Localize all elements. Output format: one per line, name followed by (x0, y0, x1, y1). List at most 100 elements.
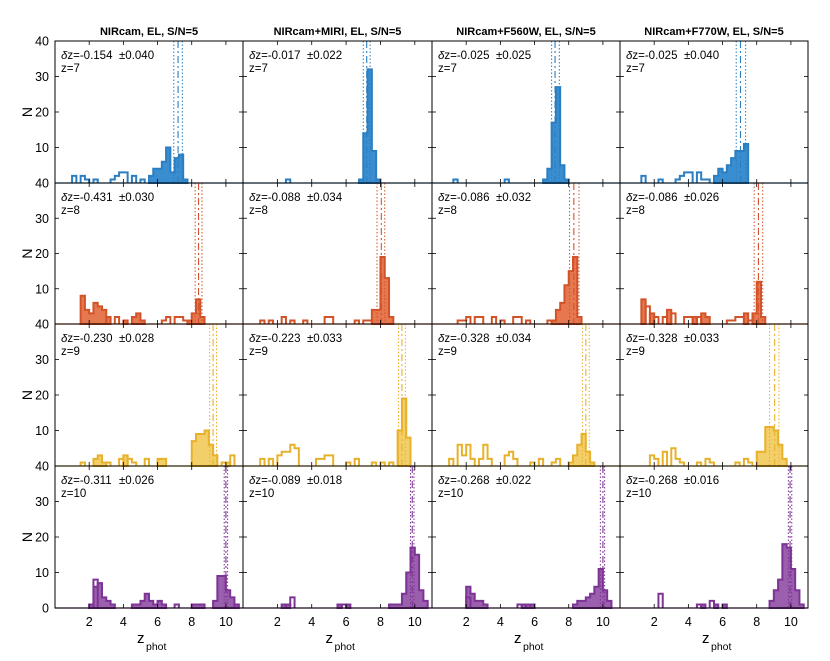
error-label: ±0.034 (307, 192, 343, 204)
x-tick-label: 8 (753, 615, 760, 629)
error-label: ±0.022 (496, 475, 531, 487)
x-tick-label: 4 (308, 615, 315, 629)
delta-z-label: δz=-0.311 (61, 475, 112, 487)
histogram-open (648, 447, 754, 466)
histogram-filled (567, 433, 596, 467)
delta-z-label: δz=-0.086 (626, 192, 677, 204)
true-redshift-label: z=9 (249, 346, 268, 358)
x-tick-label: 8 (565, 615, 572, 629)
panel-frame (619, 182, 809, 325)
true-redshift-label: z=10 (438, 488, 463, 500)
panel-z7-col3: δz=-0.025 ±0.025 z=7 (431, 40, 621, 184)
ticks (432, 182, 620, 325)
delta-z-label: δz=-0.088 (249, 192, 300, 204)
y-tick-label: 30 (35, 353, 49, 367)
x-tick-label: 2 (274, 615, 281, 629)
ticks (620, 465, 808, 609)
panel-frame (431, 40, 621, 184)
histogram-filled (700, 543, 805, 609)
panel-z10-col4: δz=-0.268 ±0.016 z=10 (619, 465, 809, 609)
true-redshift-label: z=7 (438, 63, 457, 75)
y-tick-label: 30 (35, 70, 49, 84)
histogram-open (105, 315, 189, 324)
y-tick-label: 20 (35, 106, 49, 120)
y-tick-label: 40 (35, 318, 49, 332)
histogram-filled (396, 397, 412, 467)
y-tick-label: 30 (35, 495, 49, 509)
error-label: ±0.030 (119, 192, 154, 204)
column-title: NIRcam, EL, S/N=5 (100, 26, 198, 38)
delta-z-label: δz=-0.017 (249, 50, 300, 62)
x-axis-label-subscript: phot (523, 641, 544, 653)
histogram-open (92, 578, 240, 608)
y-axis-label: N (19, 390, 35, 400)
panel-z7-col2: δz=-0.017 ±0.022 z=7 (242, 40, 433, 184)
panel-frame (242, 182, 433, 325)
histogram-open (644, 305, 754, 324)
panel-z7-col1: δz=-0.154 ±0.040 z=7 (54, 40, 244, 184)
true-redshift-label: z=10 (61, 488, 86, 500)
panel-frame (54, 40, 244, 184)
ticks (55, 40, 243, 184)
y-tick-label: 10 (35, 566, 49, 580)
y-tick-label: 20 (35, 389, 49, 403)
panel-frame (431, 182, 621, 325)
histogram-open (465, 596, 532, 608)
panel-z8-col1: δz=-0.431 ±0.030 z=8 (54, 182, 244, 325)
histogram-open (452, 178, 510, 183)
error-label: ±0.018 (307, 475, 342, 487)
y-axis-label: N (19, 532, 35, 542)
x-tick-label: 10 (408, 615, 422, 629)
y-axis-label: N (19, 248, 35, 258)
histogram-open (259, 315, 373, 324)
ticks (620, 182, 808, 325)
panel-z8-col4: δz=-0.086 ±0.026 z=8 (619, 182, 809, 325)
histogram-filled (755, 425, 788, 467)
x-tick-label: 10 (784, 615, 798, 629)
delta-z-label: δz=-0.154 (61, 50, 113, 62)
x-axis-label: z (702, 630, 710, 647)
histogram-filled (542, 86, 570, 184)
error-label: ±0.040 (119, 50, 154, 62)
true-redshift-label: z=8 (438, 205, 457, 217)
true-redshift-label: z=7 (61, 63, 80, 75)
error-label: ±0.026 (119, 475, 154, 487)
y-axis-label: N (19, 107, 35, 117)
panel-z8-col3: δz=-0.086 ±0.032 z=8 (431, 182, 621, 325)
x-tick-label: 4 (685, 615, 692, 629)
y-tick-label: 30 (35, 212, 49, 226)
y-tick-label: 10 (35, 424, 49, 438)
error-label: ±0.034 (496, 333, 532, 345)
x-tick-label: 8 (377, 615, 384, 629)
histogram-open (448, 443, 562, 466)
histogram-open (284, 178, 292, 183)
histogram-filled (280, 546, 429, 609)
histogram-filled (640, 280, 767, 325)
x-axis-label-subscript: phot (711, 641, 732, 653)
ticks (620, 40, 808, 184)
ticks (432, 40, 620, 184)
y-tick-label: 40 (35, 177, 49, 191)
x-axis-label-subscript: phot (335, 641, 356, 653)
true-redshift-label: z=10 (626, 488, 651, 500)
delta-z-label: δz=-0.328 (626, 333, 677, 345)
y-tick-label: 40 (35, 460, 49, 474)
histogram-filled (92, 429, 232, 467)
ticks (55, 323, 243, 467)
delta-z-label: δz=-0.089 (249, 475, 300, 487)
panel-frame (242, 40, 433, 184)
histogram-filled (713, 142, 750, 184)
panel-frame (619, 40, 809, 184)
ticks (243, 40, 432, 184)
panel-z10-col3: δz=-0.268 ±0.022 z=10 (431, 465, 621, 609)
panel-z7-col4: δz=-0.025 ±0.040 z=7 (619, 40, 809, 184)
y-tick-label: 0 (42, 602, 49, 616)
error-label: ±0.040 (684, 50, 719, 62)
column-title: NIRcam+F770W, EL, S/N=5 (644, 26, 783, 38)
delta-z-label: δz=-0.025 (438, 50, 489, 62)
histogram-open (657, 592, 715, 608)
delta-z-label: δz=-0.086 (438, 192, 489, 204)
panel-z9-col4: δz=-0.328 ±0.033 z=9 (619, 323, 809, 467)
histogram-open (79, 454, 236, 466)
